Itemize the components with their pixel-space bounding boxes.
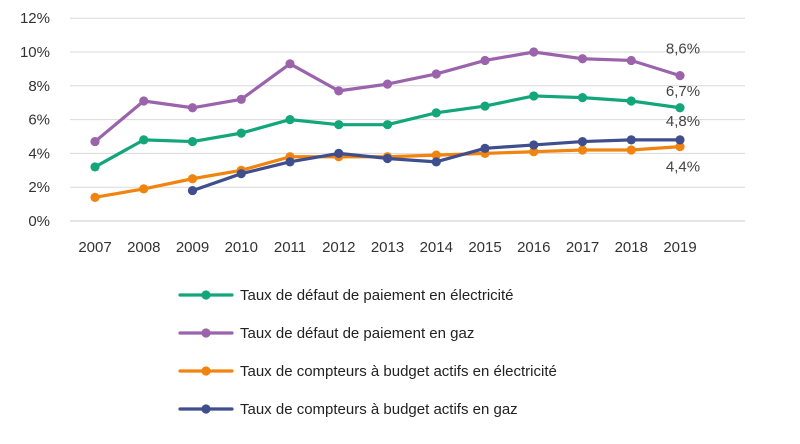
legend-swatch-marker xyxy=(201,328,211,338)
data-point xyxy=(382,153,393,164)
y-tick-label: 8% xyxy=(28,78,50,95)
data-point xyxy=(529,47,539,57)
data-point xyxy=(675,135,685,145)
y-tick-label: 10% xyxy=(20,44,50,61)
y-tick-label: 12% xyxy=(20,10,50,27)
legend-swatch-marker xyxy=(201,290,211,300)
x-tick-label: 2012 xyxy=(322,239,355,256)
series-0 xyxy=(90,91,685,172)
data-point xyxy=(187,174,198,184)
series-3 xyxy=(187,135,685,196)
data-point xyxy=(187,103,198,113)
legend-label: Taux de compteurs à budget actifs en éle… xyxy=(240,363,557,380)
data-point xyxy=(431,108,441,118)
legend-item: Taux de compteurs à budget actifs en gaz xyxy=(178,401,518,418)
data-point xyxy=(480,101,490,111)
data-point xyxy=(431,69,441,79)
x-axis: 2007 2008 2009 2010 2011 2012 2013 2014 2015 2016… xyxy=(78,239,696,256)
data-point xyxy=(90,162,100,172)
x-tick-label: 2011 xyxy=(274,239,306,256)
data-point xyxy=(675,142,685,152)
x-tick-label: 2019 xyxy=(663,239,696,256)
x-tick-label: 2016 xyxy=(517,239,550,256)
x-tick-label: 2014 xyxy=(420,239,453,256)
y-tick-label: 6% xyxy=(28,112,50,129)
data-label: 6,7% xyxy=(666,83,700,100)
data-point xyxy=(431,150,441,160)
series-2 xyxy=(90,142,685,202)
y-tick-label: 0% xyxy=(28,213,50,230)
data-point xyxy=(334,148,344,158)
data-point xyxy=(626,96,636,106)
legend-swatch-marker xyxy=(201,404,211,414)
x-tick-label: 2009 xyxy=(176,239,209,256)
data-point xyxy=(334,86,344,96)
data-point xyxy=(626,135,636,145)
data-point xyxy=(675,103,685,113)
data-point xyxy=(90,192,100,202)
data-point xyxy=(431,157,441,167)
data-labels: 8,6% 6,7% 4,8% 4,4% xyxy=(666,41,700,176)
y-tick-label: 4% xyxy=(28,145,50,162)
data-point xyxy=(577,136,588,147)
data-point xyxy=(529,140,539,150)
data-point xyxy=(626,55,636,66)
legend-item: Taux de défaut de paiement en électricit… xyxy=(178,287,514,304)
x-tick-label: 2015 xyxy=(468,239,501,256)
gridlines xyxy=(70,17,745,222)
data-point xyxy=(139,184,149,194)
data-point xyxy=(285,59,295,69)
data-point xyxy=(480,143,490,153)
x-tick-label: 2018 xyxy=(615,239,648,256)
y-tick-label: 2% xyxy=(28,179,50,196)
data-point xyxy=(236,169,246,179)
data-label: 4,8% xyxy=(666,113,700,130)
legend-label: Taux de défaut de paiement en électricit… xyxy=(240,287,514,304)
data-point xyxy=(285,157,295,167)
data-label: 8,6% xyxy=(666,41,700,58)
data-label: 4,4% xyxy=(666,159,700,176)
data-point xyxy=(236,94,246,104)
data-point xyxy=(382,120,393,130)
x-tick-label: 2017 xyxy=(566,239,599,256)
data-point xyxy=(139,135,149,145)
data-point xyxy=(529,91,539,101)
data-point xyxy=(334,120,344,130)
x-tick-label: 2008 xyxy=(127,239,160,256)
data-point xyxy=(236,128,246,138)
legend-swatch-marker xyxy=(201,366,211,376)
series-1 xyxy=(90,47,685,147)
data-point xyxy=(187,136,198,147)
legend-label: Taux de défaut de paiement en gaz xyxy=(240,325,474,342)
y-axis: 0% 2% 4% 6% 8% 10% 12% xyxy=(20,10,50,230)
series-lines xyxy=(90,47,685,202)
data-point xyxy=(382,79,393,89)
data-point xyxy=(285,115,295,125)
data-point xyxy=(480,55,490,66)
data-point xyxy=(577,93,588,103)
data-point xyxy=(626,145,636,155)
data-point xyxy=(529,147,539,157)
legend-item: Taux de défaut de paiement en gaz xyxy=(178,325,474,342)
x-tick-label: 2013 xyxy=(371,239,404,256)
x-tick-label: 2007 xyxy=(78,239,111,256)
data-point xyxy=(90,136,100,147)
data-point xyxy=(675,71,685,81)
data-point xyxy=(577,145,588,155)
data-point xyxy=(577,54,588,64)
data-point xyxy=(139,96,149,106)
legend: Taux de défaut de paiement en électricit… xyxy=(178,287,557,418)
legend-label: Taux de compteurs à budget actifs en gaz xyxy=(240,401,518,418)
x-tick-label: 2010 xyxy=(225,239,258,256)
data-point xyxy=(187,185,198,196)
legend-item: Taux de compteurs à budget actifs en éle… xyxy=(178,363,557,380)
